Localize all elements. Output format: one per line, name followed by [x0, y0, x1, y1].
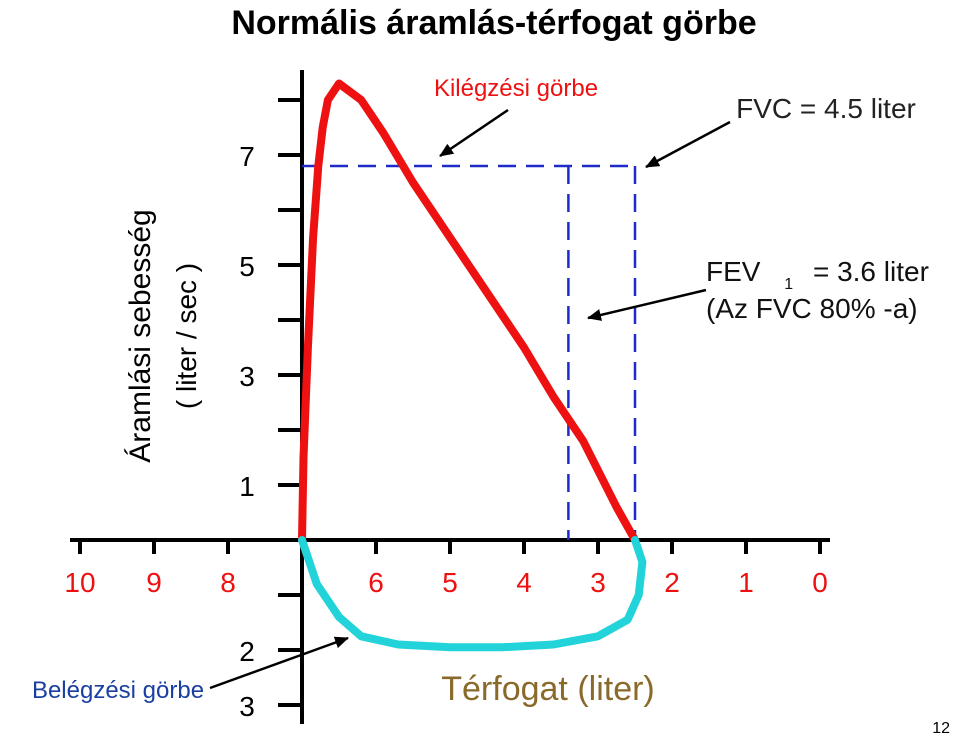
y-axis-label-line1: Áramlási sebesség — [124, 209, 157, 462]
fev1-value: = 3.6 liter — [813, 256, 929, 287]
expiration-curve-label: Kilégzési görbe — [434, 75, 598, 102]
x-tick-label: 4 — [516, 567, 532, 598]
reference-lines — [302, 164, 637, 540]
fvc-label: FVC = 4.5 liter — [736, 93, 916, 124]
x-tick-label: 1 — [738, 567, 754, 598]
expiration-arrow — [439, 108, 509, 158]
inspiration-curve — [298, 536, 647, 652]
x-tick-label: 0 — [812, 567, 828, 598]
inspiration-arrow — [209, 636, 349, 690]
page-title: Normális áramlás-térfogat görbe — [231, 4, 756, 42]
y-tick-label: 5 — [239, 251, 255, 282]
x-tick-label: 5 — [442, 567, 458, 598]
y-tick-label-negative: 2 — [239, 636, 255, 667]
fev1-label: FEV 1 = 3.6 liter — [706, 256, 929, 295]
x-axis-label: Térfogat (liter) — [441, 670, 655, 708]
y-axis-label-line2: ( liter / sec ) — [171, 263, 202, 409]
x-tick-label: 2 — [664, 567, 680, 598]
x-tick-label: 6 — [368, 567, 384, 598]
y-tick-label: 1 — [239, 471, 255, 502]
fev1-subscript: 1 — [784, 276, 793, 293]
x-tick-label: 3 — [590, 567, 606, 598]
fev1-arrow — [587, 288, 707, 321]
y-tick-label: 7 — [239, 141, 255, 172]
fvc-arrow — [645, 120, 731, 169]
fev1-prefix: FEV — [706, 256, 761, 287]
y-tick-label-negative: 3 — [239, 691, 255, 722]
page-number: 12 — [932, 720, 950, 737]
inspiration-curve-label: Belégzési görbe — [32, 677, 204, 704]
x-tick-label: 8 — [220, 567, 236, 598]
expiration-curve — [298, 79, 639, 544]
fev1-note: (Az FVC 80% -a) — [706, 293, 918, 324]
y-tick-label: 3 — [239, 361, 255, 392]
x-tick-label: 10 — [64, 567, 95, 598]
curves-group — [298, 79, 647, 652]
x-tick-label: 9 — [146, 567, 162, 598]
